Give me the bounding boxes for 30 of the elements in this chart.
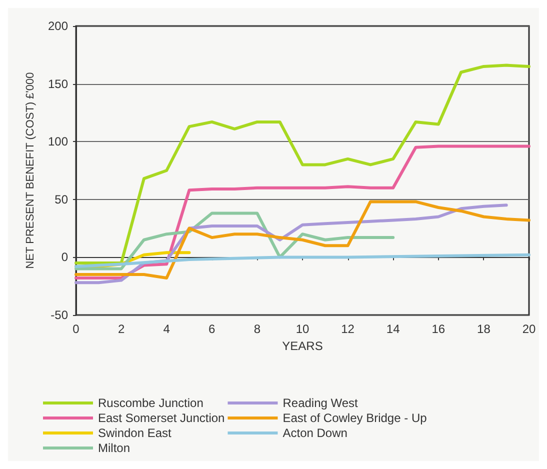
y-tick-label: 150: [48, 76, 68, 91]
x-tick-label: 16: [432, 322, 446, 336]
y-tick-label: -50: [50, 308, 68, 322]
y-tick-label: 200: [48, 19, 68, 33]
x-tick-label: 20: [522, 322, 536, 336]
x-axis-title: YEARS: [282, 338, 323, 353]
line-series: [74, 253, 530, 268]
x-tick-label: 4: [163, 322, 170, 336]
y-tick-label: 0: [61, 250, 68, 264]
line-series: [74, 64, 530, 264]
y-tick-label: 100: [48, 134, 68, 149]
legend-label: Ruscombe Junction: [98, 396, 204, 410]
legend-label: Swindon East: [98, 426, 172, 440]
x-tick-label: 8: [254, 322, 261, 336]
legend-label: East of Cowley Bridge - Up: [282, 411, 428, 425]
x-tick-label: 14: [386, 322, 400, 336]
legend-label: Reading West: [282, 396, 359, 410]
x-tick-label: 18: [477, 322, 491, 336]
y-tick-label: 50: [54, 192, 68, 206]
x-tick-label: 0: [72, 322, 80, 336]
x-tick-label: 2: [118, 322, 125, 336]
x-tick-label: 12: [341, 322, 355, 336]
y-axis-title: NET PRESENT BENEFIT (COST) £'000: [24, 72, 36, 269]
line-series: [74, 212, 395, 270]
legend-label: Milton: [98, 441, 130, 455]
line-series: [74, 144, 530, 280]
x-tick-label: 6: [208, 322, 216, 336]
legend-label: Acton Down: [282, 426, 348, 440]
x-tick-label: 10: [296, 322, 310, 336]
legend-label: East Somerset Junction: [98, 411, 225, 425]
